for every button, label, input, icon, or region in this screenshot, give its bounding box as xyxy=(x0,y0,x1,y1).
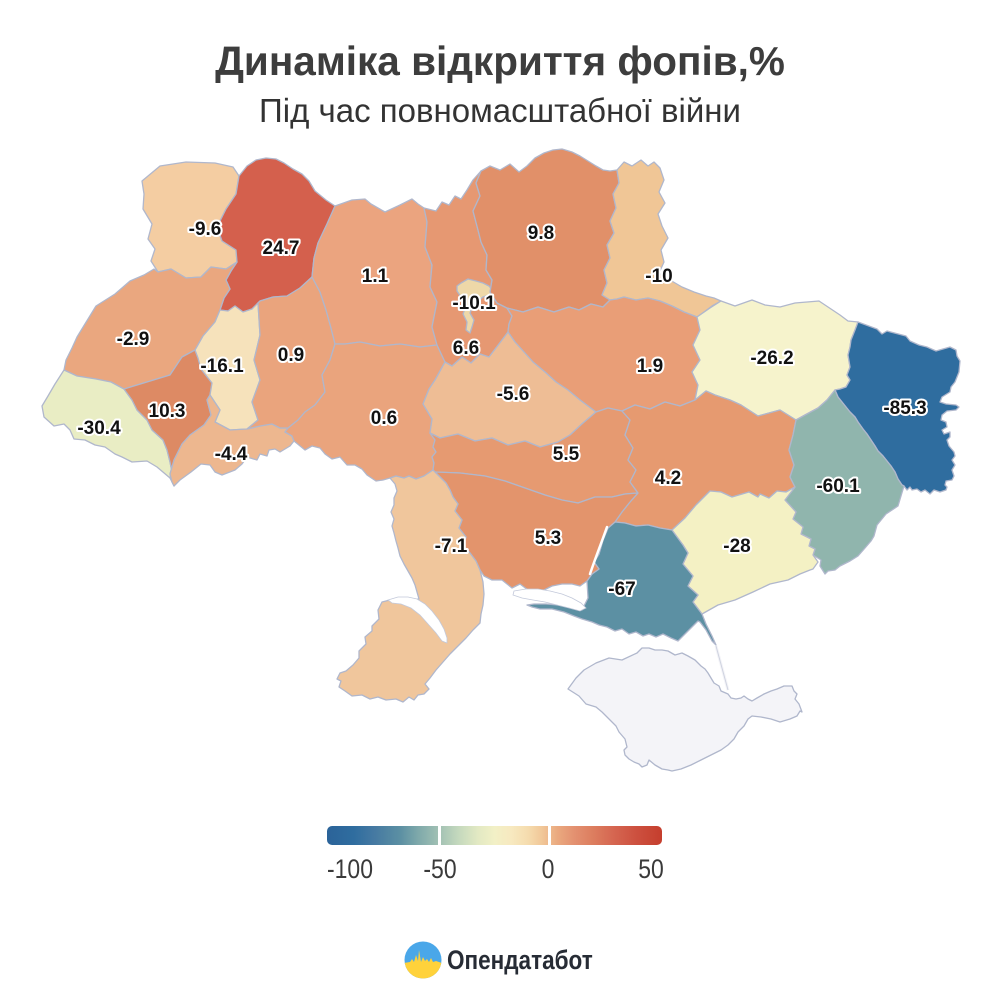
svg-text:-4.4: -4.4 xyxy=(215,444,248,465)
svg-text:-26.2: -26.2 xyxy=(750,348,793,369)
svg-text:-85.3: -85.3 xyxy=(883,398,926,419)
svg-text:-67: -67 xyxy=(608,579,635,600)
svg-text:0.6: 0.6 xyxy=(371,408,397,429)
svg-text:9.8: 9.8 xyxy=(528,223,554,244)
svg-text:5.5: 5.5 xyxy=(553,444,580,465)
svg-text:-60.1: -60.1 xyxy=(816,476,860,497)
svg-text:-7.1: -7.1 xyxy=(435,536,468,557)
svg-text:-9.6: -9.6 xyxy=(189,219,222,240)
svg-text:-5.6: -5.6 xyxy=(497,384,530,405)
svg-text:-10: -10 xyxy=(645,266,672,287)
svg-text:4.2: 4.2 xyxy=(655,468,681,489)
svg-text:5.3: 5.3 xyxy=(535,528,561,549)
svg-text:24.7: 24.7 xyxy=(263,238,300,259)
svg-text:0.9: 0.9 xyxy=(278,345,304,366)
svg-text:6.6: 6.6 xyxy=(453,338,479,359)
svg-text:1.9: 1.9 xyxy=(637,356,663,377)
svg-text:10.3: 10.3 xyxy=(149,401,186,422)
svg-text:-28: -28 xyxy=(723,536,750,557)
svg-text:1.1: 1.1 xyxy=(362,266,389,287)
svg-text:-10.1: -10.1 xyxy=(452,293,496,314)
svg-text:-16.1: -16.1 xyxy=(200,356,244,377)
svg-text:-2.9: -2.9 xyxy=(117,329,150,350)
svg-text:-30.4: -30.4 xyxy=(77,418,121,439)
